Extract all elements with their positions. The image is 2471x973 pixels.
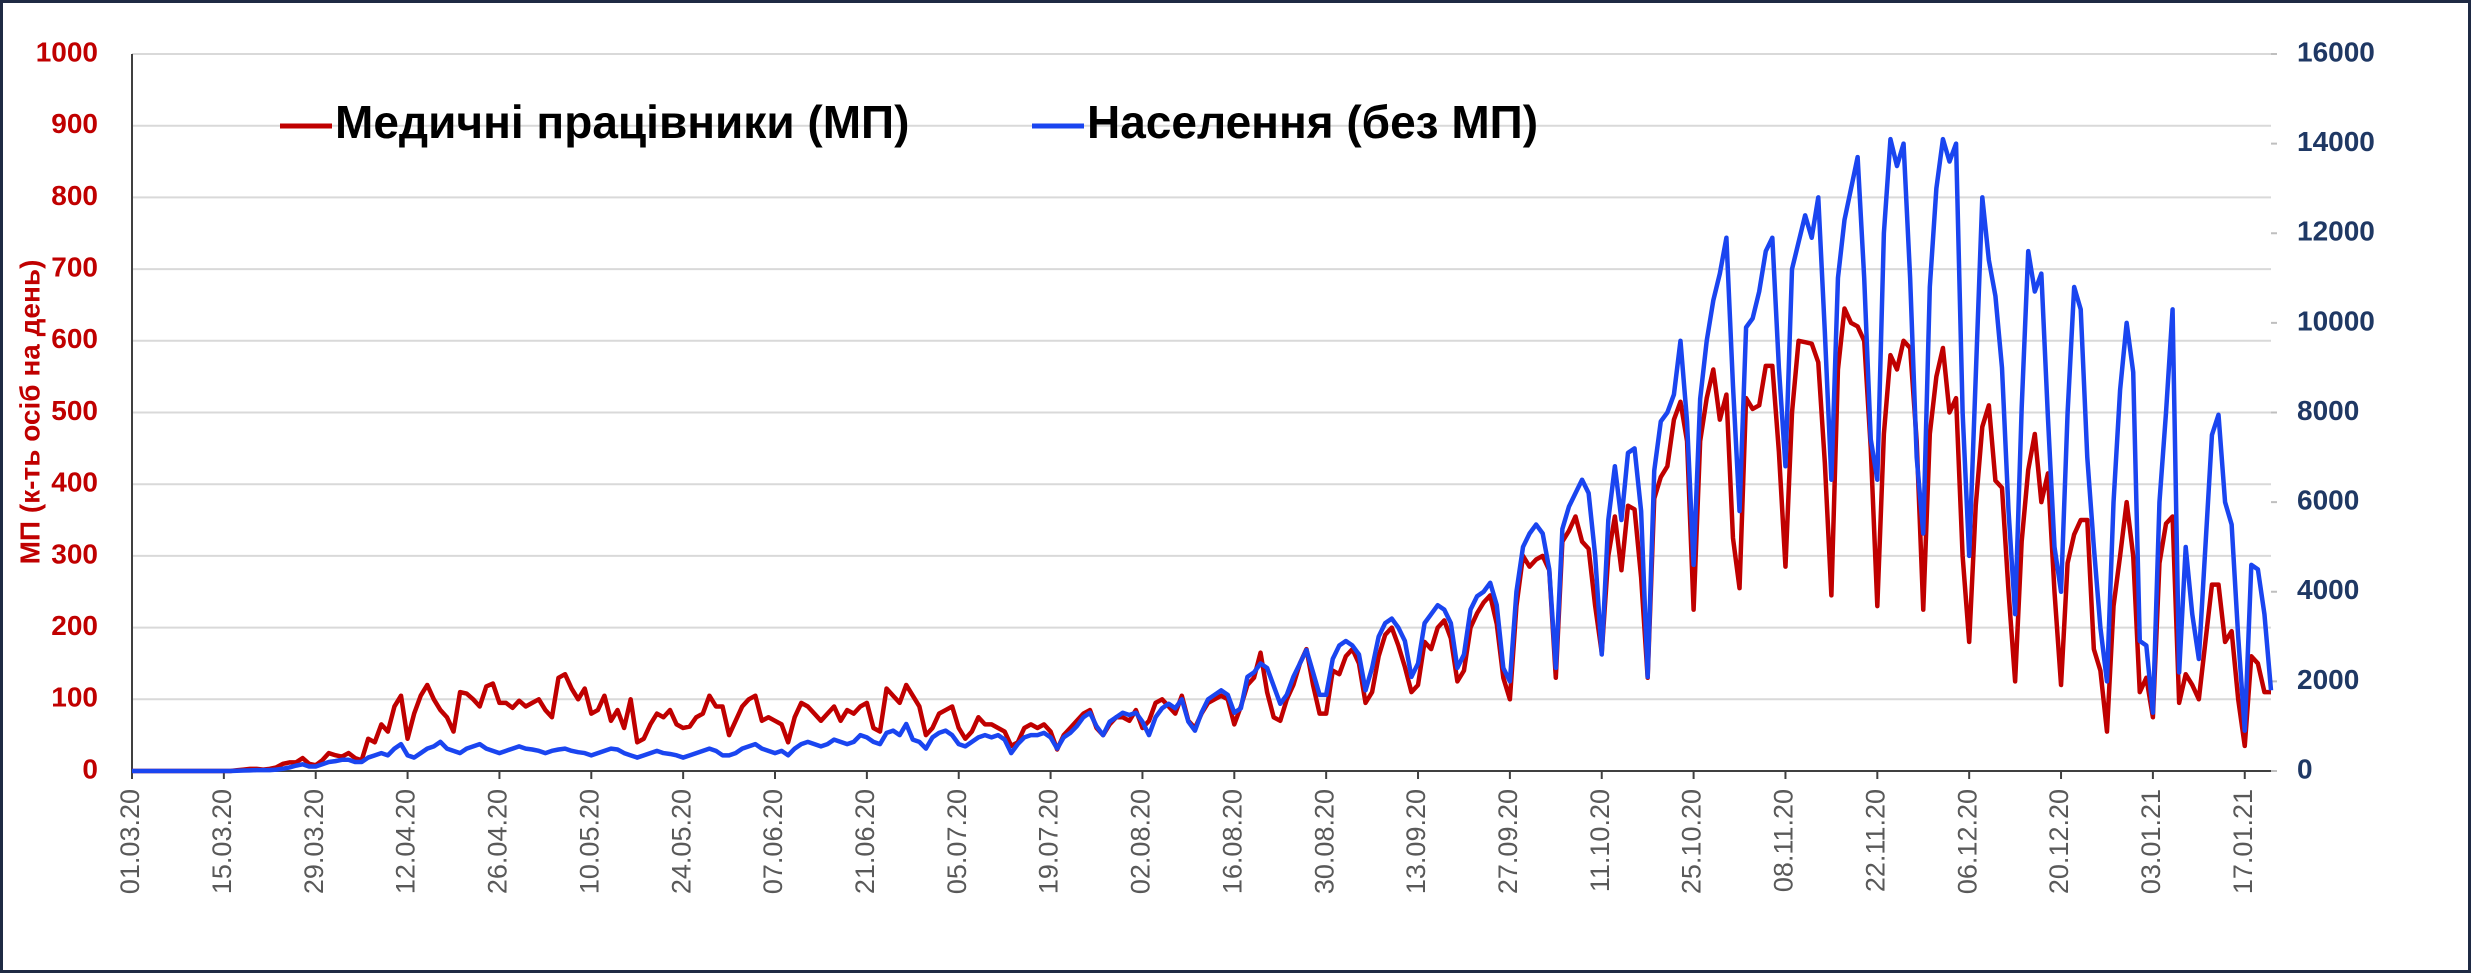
y2-tick-label: 0 [2297,753,2313,784]
x-tick-label: 13.09.20 [1401,789,1431,894]
x-tick-label: 29.03.20 [299,789,329,894]
y-tick-label: 300 [51,538,98,569]
series-line [132,136,2274,774]
y-tick-label: 600 [51,323,98,354]
x-tick-label: 10.05.20 [574,789,604,894]
y2-tick-label: 2000 [2297,664,2359,695]
x-tick-label: 11.10.20 [1585,789,1615,892]
y-tick-label: 500 [51,395,98,426]
y2-tick-label: 4000 [2297,574,2359,605]
y-tick-label: 800 [51,180,98,211]
x-tick-label: 24.05.20 [666,789,696,894]
x-tick-label: 07.06.20 [758,789,788,894]
x-tick-label: 05.07.20 [942,789,972,894]
x-tick-label: 26.04.20 [483,789,513,894]
y2-tick-label: 12000 [2297,216,2375,247]
y-tick-label: 200 [51,610,98,641]
x-tick-label: 20.12.20 [2044,789,2074,894]
x-tick-label: 27.09.20 [1493,789,1523,894]
x-tick-label: 12.04.20 [391,789,421,894]
x-tick-label: 06.12.20 [1952,789,1982,894]
y2-tick-label: 14000 [2297,126,2375,157]
y2-tick-label: 10000 [2297,305,2375,336]
x-tick-label: 16.08.20 [1217,789,1247,894]
y-axis-title: МП (к-ть осіб на день) [14,260,45,565]
x-tick-label: 02.08.20 [1126,789,1156,894]
x-tick-label: 03.01.21 [2136,789,2166,894]
y-tick-label: 400 [51,467,98,498]
y-tick-label: 0 [82,753,98,784]
y-tick-label: 1000 [36,36,98,67]
legend-label: Медичні працівники (МП) [335,96,909,148]
x-tick-label: 17.01.21 [2228,789,2258,894]
x-tick-label: 30.08.20 [1309,789,1339,894]
y-tick-label: 100 [51,682,98,713]
x-tick-label: 01.03.20 [115,789,145,894]
y2-tick-label: 6000 [2297,485,2359,516]
legend-label: Населення (без МП) [1087,96,1538,148]
x-tick-label: 15.03.20 [207,789,237,894]
x-tick-label: 21.06.20 [850,789,880,894]
x-tick-label: 22.11.20 [1860,789,1890,892]
x-tick-label: 25.10.20 [1677,789,1707,894]
y-tick-label: 700 [51,251,98,282]
y2-tick-label: 8000 [2297,395,2359,426]
x-tick-label: 19.07.20 [1034,789,1064,894]
y-tick-label: 900 [51,108,98,139]
x-tick-label: 08.11.20 [1769,789,1799,892]
y2-tick-label: 16000 [2297,36,2375,67]
